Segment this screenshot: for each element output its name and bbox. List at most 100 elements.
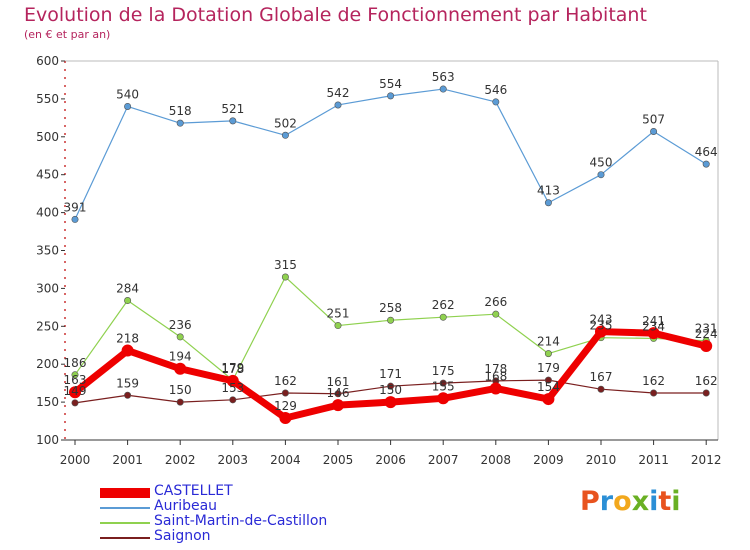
data-label-saignon: 162 xyxy=(274,374,297,388)
data-point-saignon xyxy=(176,398,184,406)
logo-letter: P xyxy=(580,486,600,517)
data-point-castellet xyxy=(226,374,239,387)
data-point-saignon xyxy=(334,390,342,398)
logo-letter: t xyxy=(658,486,672,517)
data-point-saignon xyxy=(124,391,132,399)
data-point-saint-martin-de-castillon xyxy=(492,310,500,318)
data-label-saint-martin-de-castillon: 231 xyxy=(695,322,718,336)
x-tick-label: 2012 xyxy=(691,453,722,467)
x-tick-label: 2001 xyxy=(112,453,143,467)
x-tick-label: 2011 xyxy=(638,453,669,467)
x-tick-label: 2003 xyxy=(218,453,249,467)
data-label-saignon: 150 xyxy=(169,383,192,397)
data-label-saignon: 179 xyxy=(537,361,560,375)
data-point-auribeau xyxy=(492,98,500,106)
data-point-saignon xyxy=(229,396,237,404)
data-label-auribeau: 554 xyxy=(379,77,402,91)
data-point-saignon xyxy=(71,399,79,407)
y-tick-label: 300 xyxy=(36,281,59,295)
data-point-saignon xyxy=(387,382,395,390)
logo-letter: i xyxy=(671,486,681,517)
x-tick-label: 2005 xyxy=(323,453,354,467)
x-tick-label: 2004 xyxy=(270,453,301,467)
x-tick-label: 2000 xyxy=(60,453,91,467)
data-point-auribeau xyxy=(334,101,342,109)
data-label-auribeau: 464 xyxy=(695,145,718,159)
y-tick-label: 550 xyxy=(36,92,59,106)
data-label-auribeau: 542 xyxy=(327,86,350,100)
data-point-saignon xyxy=(650,389,658,397)
x-tick-label: 2006 xyxy=(375,453,406,467)
data-point-castellet xyxy=(542,393,555,406)
data-label-auribeau: 450 xyxy=(590,156,613,170)
x-tick-label: 2007 xyxy=(428,453,459,467)
data-label-auribeau: 413 xyxy=(537,184,560,198)
data-point-castellet xyxy=(489,382,502,395)
y-tick-label: 400 xyxy=(36,206,59,220)
data-label-auribeau: 518 xyxy=(169,104,192,118)
data-label-castellet: 146 xyxy=(327,386,350,400)
data-label-saint-martin-de-castillon: 284 xyxy=(116,282,139,296)
y-tick-label: 200 xyxy=(36,357,59,371)
data-point-auribeau xyxy=(176,119,184,127)
x-tick-label: 2008 xyxy=(481,453,512,467)
data-point-saint-martin-de-castillon xyxy=(124,297,132,305)
data-label-saint-martin-de-castillon: 315 xyxy=(274,258,297,272)
data-label-saint-martin-de-castillon: 262 xyxy=(432,298,455,312)
logo-letter: i xyxy=(649,486,659,517)
data-point-saint-martin-de-castillon xyxy=(439,313,447,321)
data-label-castellet: 224 xyxy=(695,327,718,341)
data-label-saignon: 171 xyxy=(379,367,402,381)
data-label-saint-martin-de-castillon: 214 xyxy=(537,335,560,349)
data-point-saint-martin-de-castillon xyxy=(176,333,184,341)
data-point-auribeau xyxy=(544,199,552,207)
data-label-saint-martin-de-castillon: 186 xyxy=(64,356,87,370)
data-label-castellet: 150 xyxy=(379,383,402,397)
data-label-saignon: 162 xyxy=(642,374,665,388)
data-label-saint-martin-de-castillon: 258 xyxy=(379,301,402,315)
data-point-saignon xyxy=(702,389,710,397)
data-label-castellet: 155 xyxy=(432,379,455,393)
data-point-saignon xyxy=(281,389,289,397)
y-tick-label: 100 xyxy=(36,433,59,447)
legend-label-saint-martin: Saint-Martin-de-Castillon xyxy=(154,513,328,529)
data-point-castellet xyxy=(174,362,187,375)
legend-label-castellet: CASTELLET xyxy=(154,483,233,499)
data-point-auribeau xyxy=(387,92,395,100)
data-label-auribeau: 563 xyxy=(432,70,455,84)
data-label-auribeau: 507 xyxy=(642,112,665,126)
data-label-saint-martin-de-castillon: 251 xyxy=(327,307,350,321)
data-point-castellet xyxy=(332,399,344,412)
data-label-saignon: 178 xyxy=(484,362,507,376)
data-point-castellet xyxy=(69,386,81,399)
data-point-saignon xyxy=(597,385,605,393)
data-label-saint-martin-de-castillon: 235 xyxy=(590,319,613,333)
data-label-auribeau: 502 xyxy=(274,116,297,130)
data-point-saignon xyxy=(439,379,447,387)
data-point-castellet xyxy=(595,325,607,338)
data-label-castellet: 218 xyxy=(116,332,139,346)
data-point-saint-martin-de-castillon xyxy=(544,350,552,358)
data-label-saignon: 149 xyxy=(64,384,87,398)
data-label-saignon: 161 xyxy=(327,375,350,389)
data-label-castellet: 129 xyxy=(274,399,297,413)
logo-letter: r xyxy=(599,486,614,517)
data-label-auribeau: 546 xyxy=(484,83,507,97)
data-label-saignon: 175 xyxy=(432,364,455,378)
data-label-saint-martin-de-castillon: 266 xyxy=(484,295,507,309)
chart-subtitle: (en € et par an) xyxy=(24,28,111,41)
data-label-castellet: 168 xyxy=(484,369,507,383)
data-point-castellet xyxy=(121,344,134,357)
data-point-auribeau xyxy=(124,102,132,110)
y-tick-label: 450 xyxy=(36,168,59,182)
y-tick-label: 150 xyxy=(36,395,59,409)
data-label-saint-martin-de-castillon: 234 xyxy=(642,319,665,333)
data-point-saint-martin-de-castillon xyxy=(71,371,79,379)
data-label-auribeau: 391 xyxy=(64,200,87,214)
proxiti-logo: Proxiti xyxy=(580,486,681,517)
legend-swatch-auribeau xyxy=(100,507,150,509)
data-label-saignon: 159 xyxy=(116,376,139,390)
data-point-auribeau xyxy=(702,160,710,168)
data-point-auribeau xyxy=(439,85,447,93)
data-label-auribeau: 540 xyxy=(116,87,139,101)
